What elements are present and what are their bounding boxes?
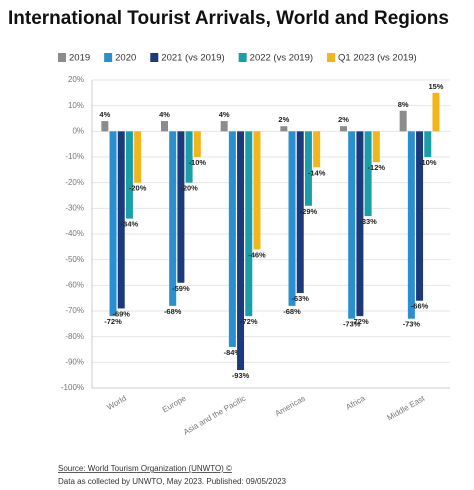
bar	[253, 131, 261, 250]
bar	[416, 131, 424, 301]
data-label: -46%	[248, 250, 266, 259]
legend-swatch	[150, 53, 159, 62]
data-label: -84%	[224, 348, 242, 357]
data-label: 4%	[159, 110, 170, 119]
data-label: 2%	[338, 115, 349, 124]
data-label: -68%	[283, 307, 301, 316]
x-tick-label: Middle East	[386, 393, 427, 422]
bar	[228, 131, 236, 347]
legend-label: 2021 (vs 2019)	[161, 53, 224, 64]
x-tick-label: Americas	[274, 394, 307, 418]
y-tick-label: -40%	[65, 229, 84, 238]
bar	[364, 131, 372, 217]
data-label: -72%	[240, 317, 258, 326]
y-tick-label: -20%	[65, 178, 84, 187]
x-tick-label: Africa	[344, 393, 367, 411]
y-tick-label: 0%	[72, 126, 84, 135]
bar	[432, 92, 440, 132]
y-tick-label: -50%	[65, 255, 84, 264]
data-label: -73%	[343, 320, 361, 329]
bar	[372, 131, 380, 163]
y-tick-label: -80%	[65, 332, 84, 341]
data-label: -72%	[104, 317, 122, 326]
data-label: -29%	[300, 207, 318, 216]
data-label: -72%	[351, 317, 369, 326]
y-tick-label: -90%	[65, 357, 84, 366]
bar	[296, 131, 304, 294]
bar	[177, 131, 185, 283]
data-label: -59%	[172, 284, 190, 293]
bar	[304, 131, 312, 206]
bar	[101, 121, 109, 132]
bar	[407, 131, 415, 319]
bar	[424, 131, 432, 157]
legend-label: Q1 2023 (vs 2019)	[338, 53, 417, 64]
data-label: 8%	[398, 100, 409, 109]
data-label: 4%	[219, 110, 230, 119]
data-label: -20%	[129, 184, 147, 193]
data-label: -12%	[368, 163, 386, 172]
y-tick-label: -10%	[65, 152, 84, 161]
y-tick-label: -60%	[65, 280, 84, 289]
data-label: -34%	[121, 220, 139, 229]
bar	[348, 131, 356, 319]
bar	[185, 131, 193, 183]
bar	[340, 126, 347, 132]
data-label: 4%	[99, 110, 110, 119]
source: Source: World Tourism Organization (UNWT…	[58, 464, 232, 473]
legend-swatch	[238, 53, 247, 62]
data-label: -68%	[164, 307, 182, 316]
data-label: 2%	[278, 115, 289, 124]
y-tick-label: 20%	[68, 75, 84, 84]
data-label: -69%	[112, 309, 130, 318]
data-label: -20%	[180, 184, 198, 193]
bar	[245, 131, 253, 317]
y-tick-label: -100%	[61, 383, 84, 392]
data-label: -10%	[419, 158, 437, 167]
legend-swatch	[104, 53, 113, 62]
legend-label: 2020	[115, 53, 136, 64]
bar	[399, 110, 407, 132]
data-label: -33%	[359, 217, 377, 226]
bar	[134, 131, 142, 183]
bar	[117, 131, 125, 309]
bar	[193, 131, 201, 157]
data-label: -10%	[189, 158, 207, 167]
bar	[280, 126, 288, 132]
bar	[356, 131, 364, 317]
y-tick-label: 10%	[68, 101, 84, 110]
bar	[169, 131, 177, 306]
note: Data as collected by UNWTO, May 2023. Pu…	[58, 477, 287, 486]
legend-label: 2019	[69, 53, 90, 64]
x-tick-label: World	[105, 394, 127, 412]
bar	[161, 121, 168, 132]
chart-title: International Tourist Arrivals, World an…	[8, 8, 449, 29]
bar	[109, 131, 117, 317]
data-label: 15%	[428, 82, 443, 91]
bar	[288, 131, 296, 306]
x-tick-label: Europe	[161, 393, 188, 414]
data-label: -66%	[411, 302, 429, 311]
bar	[125, 131, 133, 219]
legend-swatch	[58, 53, 66, 62]
data-label: -93%	[232, 371, 250, 380]
data-label: -14%	[308, 168, 326, 177]
data-label: -63%	[291, 294, 309, 303]
legend-swatch	[327, 53, 336, 62]
bar	[237, 131, 245, 371]
y-tick-label: -30%	[65, 203, 84, 212]
bar	[220, 121, 228, 132]
legend-label: 2022 (vs 2019)	[250, 53, 313, 64]
bar	[313, 131, 321, 168]
data-label: -73%	[403, 320, 421, 329]
x-tick-label: Asia and the Pacific	[182, 394, 247, 437]
y-tick-label: -70%	[65, 306, 84, 315]
